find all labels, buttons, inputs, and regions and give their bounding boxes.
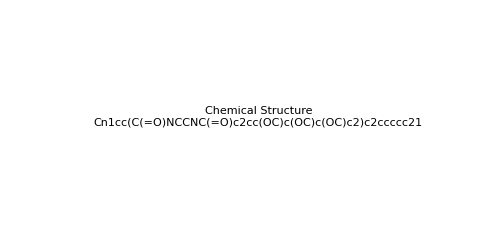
Text: Chemical Structure
Cn1cc(C(=O)NCCNC(=O)c2cc(OC)c(OC)c(OC)c2)c2ccccc21: Chemical Structure Cn1cc(C(=O)NCCNC(=O)c… [94,106,423,128]
